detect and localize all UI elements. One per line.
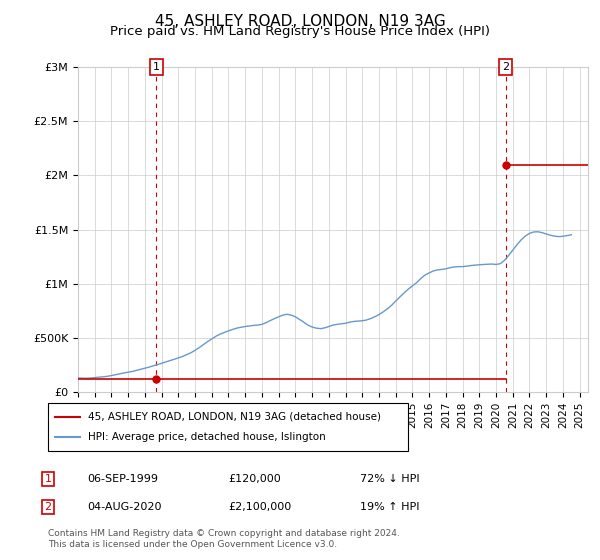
Text: 1: 1 — [153, 62, 160, 72]
Text: 06-SEP-1999: 06-SEP-1999 — [87, 474, 158, 484]
Text: 19% ↑ HPI: 19% ↑ HPI — [360, 502, 419, 512]
Text: 2: 2 — [44, 502, 52, 512]
Text: HPI: Average price, detached house, Islington: HPI: Average price, detached house, Isli… — [88, 432, 325, 442]
Text: 04-AUG-2020: 04-AUG-2020 — [87, 502, 161, 512]
FancyBboxPatch shape — [48, 403, 408, 451]
Text: £2,100,000: £2,100,000 — [228, 502, 291, 512]
Text: 45, ASHLEY ROAD, LONDON, N19 3AG (detached house): 45, ASHLEY ROAD, LONDON, N19 3AG (detach… — [88, 412, 380, 422]
Text: £120,000: £120,000 — [228, 474, 281, 484]
Text: 2: 2 — [502, 62, 509, 72]
Text: Contains HM Land Registry data © Crown copyright and database right 2024.
This d: Contains HM Land Registry data © Crown c… — [48, 529, 400, 549]
Text: 45, ASHLEY ROAD, LONDON, N19 3AG: 45, ASHLEY ROAD, LONDON, N19 3AG — [155, 14, 445, 29]
Text: 1: 1 — [44, 474, 52, 484]
Text: Price paid vs. HM Land Registry's House Price Index (HPI): Price paid vs. HM Land Registry's House … — [110, 25, 490, 38]
Text: 72% ↓ HPI: 72% ↓ HPI — [360, 474, 419, 484]
